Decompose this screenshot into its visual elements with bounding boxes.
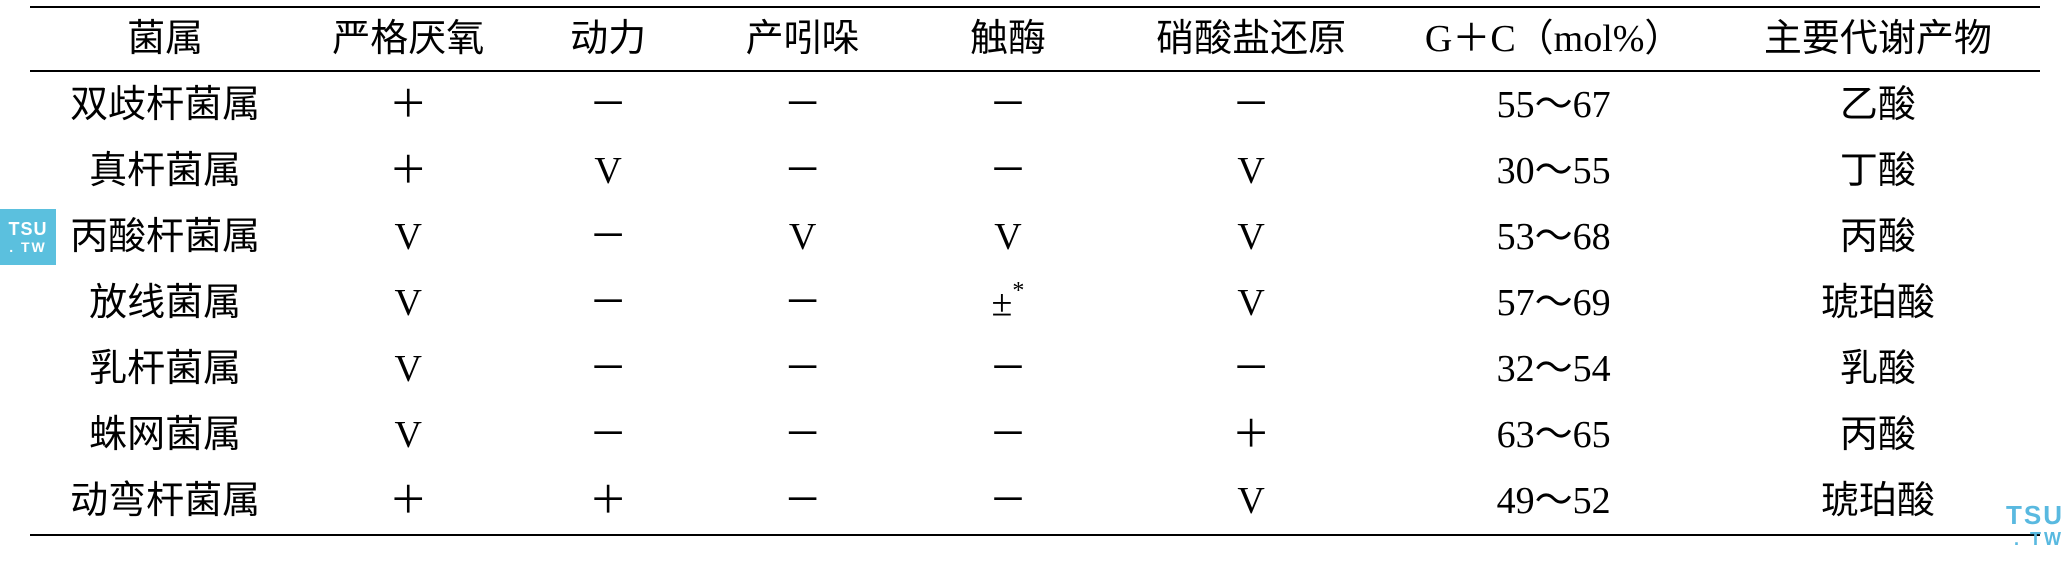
cell-catalase-sup: *: [1012, 278, 1024, 304]
header-gc: G＋C（mol%）: [1392, 7, 1716, 71]
cell-catalase: －: [905, 402, 1110, 468]
header-nitrate: 硝酸盐还原: [1111, 7, 1392, 71]
table-body: 双歧杆菌属＋－－－－55～67乙酸真杆菌属＋V－－V30～55丁酸丙酸杆菌属V－…: [30, 71, 2040, 535]
table-row: 放线菌属V－－±*V57～69琥珀酸: [30, 270, 2040, 336]
cell-product: 丁酸: [1716, 138, 2040, 204]
cell-genus: 放线菌属: [30, 270, 300, 336]
cell-gc: 57～69: [1392, 270, 1716, 336]
cell-nitrate: ＋: [1111, 402, 1392, 468]
cell-anaerobe: V: [300, 402, 516, 468]
cell-motility: －: [516, 402, 700, 468]
table-row: 乳杆菌属V－－－－32～54乳酸: [30, 336, 2040, 402]
genus-table: 菌属 严格厌氧 动力 产吲哚 触酶 硝酸盐还原 G＋C（mol%） 主要代谢产物…: [30, 6, 2040, 536]
cell-anaerobe: V: [300, 270, 516, 336]
header-indole: 产吲哚: [700, 7, 905, 71]
table-row: 丙酸杆菌属V－VVV53～68丙酸: [30, 204, 2040, 270]
cell-gc: 32～54: [1392, 336, 1716, 402]
cell-catalase-value: ±: [992, 283, 1013, 325]
cell-nitrate: V: [1111, 138, 1392, 204]
cell-product: 丙酸: [1716, 402, 2040, 468]
cell-motility: V: [516, 138, 700, 204]
cell-gc: 55～67: [1392, 71, 1716, 138]
table-row: 动弯杆菌属＋＋－－V49～52琥珀酸: [30, 468, 2040, 535]
cell-product: 乙酸: [1716, 71, 2040, 138]
cell-indole: －: [700, 138, 905, 204]
cell-catalase: ±*: [905, 270, 1110, 336]
header-product: 主要代谢产物: [1716, 7, 2040, 71]
cell-genus: 真杆菌属: [30, 138, 300, 204]
header-row: 菌属 严格厌氧 动力 产吲哚 触酶 硝酸盐还原 G＋C（mol%） 主要代谢产物: [30, 7, 2040, 71]
table-row: 蛛网菌属V－－－＋63～65丙酸: [30, 402, 2040, 468]
cell-product: 琥珀酸: [1716, 468, 2040, 535]
cell-nitrate: V: [1111, 270, 1392, 336]
cell-product: 丙酸: [1716, 204, 2040, 270]
cell-motility: －: [516, 71, 700, 138]
cell-catalase: －: [905, 468, 1110, 535]
cell-anaerobe: ＋: [300, 468, 516, 535]
cell-motility: －: [516, 336, 700, 402]
cell-catalase: V: [905, 204, 1110, 270]
cell-anaerobe: V: [300, 204, 516, 270]
cell-anaerobe: ＋: [300, 138, 516, 204]
cell-anaerobe: V: [300, 336, 516, 402]
cell-product: 乳酸: [1716, 336, 2040, 402]
cell-gc: 53～68: [1392, 204, 1716, 270]
table-container: 菌属 严格厌氧 动力 产吲哚 触酶 硝酸盐还原 G＋C（mol%） 主要代谢产物…: [30, 0, 2040, 536]
cell-gc: 30～55: [1392, 138, 1716, 204]
table-row: 双歧杆菌属＋－－－－55～67乙酸: [30, 71, 2040, 138]
cell-nitrate: －: [1111, 71, 1392, 138]
table-row: 真杆菌属＋V－－V30～55丁酸: [30, 138, 2040, 204]
cell-nitrate: －: [1111, 336, 1392, 402]
header-motility: 动力: [516, 7, 700, 71]
cell-motility: －: [516, 204, 700, 270]
header-genus: 菌属: [30, 7, 300, 71]
cell-genus: 蛛网菌属: [30, 402, 300, 468]
cell-indole: －: [700, 336, 905, 402]
cell-nitrate: V: [1111, 204, 1392, 270]
cell-indole: V: [700, 204, 905, 270]
cell-motility: －: [516, 270, 700, 336]
cell-genus: 丙酸杆菌属: [30, 204, 300, 270]
cell-genus: 双歧杆菌属: [30, 71, 300, 138]
cell-catalase: －: [905, 336, 1110, 402]
cell-catalase: －: [905, 138, 1110, 204]
header-catalase: 触酶: [905, 7, 1110, 71]
header-anaerobe: 严格厌氧: [300, 7, 516, 71]
cell-product: 琥珀酸: [1716, 270, 2040, 336]
cell-indole: －: [700, 71, 905, 138]
cell-indole: －: [700, 270, 905, 336]
cell-genus: 动弯杆菌属: [30, 468, 300, 535]
cell-nitrate: V: [1111, 468, 1392, 535]
cell-genus: 乳杆菌属: [30, 336, 300, 402]
cell-motility: ＋: [516, 468, 700, 535]
cell-indole: －: [700, 468, 905, 535]
cell-gc: 49～52: [1392, 468, 1716, 535]
cell-catalase: －: [905, 71, 1110, 138]
cell-indole: －: [700, 402, 905, 468]
cell-anaerobe: ＋: [300, 71, 516, 138]
cell-gc: 63～65: [1392, 402, 1716, 468]
